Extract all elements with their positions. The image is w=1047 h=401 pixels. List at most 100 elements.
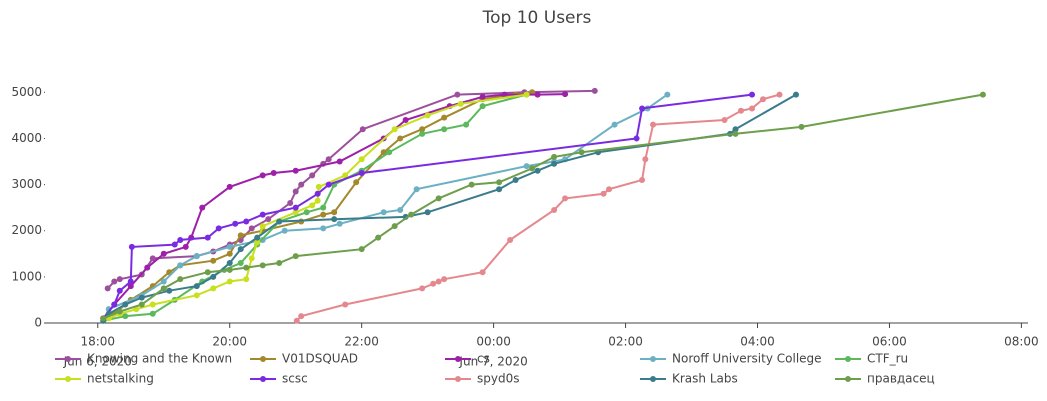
data-point	[226, 250, 233, 257]
legend-label: V01DSQUAD	[282, 352, 358, 366]
data-point	[342, 301, 349, 308]
data-point	[204, 234, 211, 241]
data-point	[397, 135, 404, 142]
legend-marker	[845, 356, 851, 362]
data-point	[226, 260, 233, 267]
legend-marker	[455, 376, 461, 382]
data-point	[402, 116, 409, 123]
data-point	[732, 126, 739, 133]
legend-item[interactable]: V01DSQUAD	[250, 352, 358, 366]
data-point	[237, 246, 244, 253]
data-point	[243, 218, 250, 225]
data-point	[419, 126, 426, 133]
data-point	[160, 278, 167, 285]
data-point	[204, 269, 211, 276]
legend-item[interactable]: cs	[445, 352, 490, 366]
data-point	[336, 158, 343, 165]
data-point	[293, 317, 300, 324]
data-point	[149, 310, 156, 317]
data-point	[419, 130, 426, 137]
legend-item[interactable]: spyd0s	[445, 372, 519, 386]
data-point	[237, 260, 244, 267]
data-point	[226, 183, 233, 190]
legend-item[interactable]: scsc	[250, 372, 308, 386]
data-point	[111, 301, 118, 308]
data-point	[331, 209, 338, 216]
data-point	[265, 216, 272, 223]
legend-item[interactable]: netstalking	[55, 372, 154, 386]
x-tick-label: 20:00	[212, 335, 247, 349]
data-point	[292, 204, 299, 211]
data-point	[276, 218, 283, 225]
data-point	[182, 243, 189, 250]
data-point	[276, 260, 283, 267]
series	[105, 91, 671, 313]
data-point	[177, 276, 184, 283]
data-point	[248, 255, 255, 262]
series-line	[102, 93, 984, 320]
legend-item[interactable]: правдасец	[835, 372, 935, 386]
data-point	[325, 181, 332, 188]
data-point	[413, 186, 420, 193]
data-point	[149, 255, 156, 262]
legend-marker	[650, 356, 656, 362]
data-point	[496, 179, 503, 186]
data-point	[776, 91, 783, 98]
data-point	[551, 206, 558, 213]
data-point	[259, 172, 266, 179]
legend-label: scsc	[282, 372, 308, 386]
data-point	[419, 285, 426, 292]
data-point	[562, 91, 569, 98]
data-point	[298, 181, 305, 188]
legend-item[interactable]: CTF_ru	[835, 352, 908, 366]
data-point	[292, 188, 299, 195]
data-point	[424, 112, 431, 119]
data-point	[331, 216, 338, 223]
legend-marker	[845, 376, 851, 382]
legend-label: CTF_ru	[867, 352, 908, 366]
data-point	[386, 149, 393, 156]
legend-marker	[260, 356, 266, 362]
data-point	[501, 91, 508, 98]
y-tick-label: 3000	[11, 177, 42, 191]
x-tick-label: 04:00	[740, 335, 775, 349]
data-point	[732, 130, 739, 137]
data-point	[138, 294, 145, 301]
data-point	[259, 223, 266, 230]
data-point	[160, 250, 167, 257]
data-point	[792, 91, 799, 98]
chart-title: Top 10 Users	[482, 8, 592, 28]
data-point	[259, 262, 266, 269]
data-point	[314, 190, 321, 197]
data-point	[600, 190, 607, 197]
data-point	[760, 96, 767, 103]
x-tick-label: 06:00	[872, 335, 907, 349]
data-point	[171, 241, 178, 248]
data-point	[320, 225, 327, 232]
data-point	[650, 121, 657, 128]
data-point	[248, 225, 255, 232]
data-point	[523, 163, 530, 170]
legend-item[interactable]: Knowing and the Known	[55, 352, 232, 366]
data-point	[397, 206, 404, 213]
data-point	[325, 156, 332, 163]
legend-label: Knowing and the Known	[87, 352, 232, 366]
series	[100, 91, 986, 322]
data-point	[166, 287, 173, 294]
data-point	[210, 257, 217, 264]
data-point	[287, 200, 294, 207]
data-point	[292, 209, 299, 216]
data-point	[798, 123, 805, 130]
data-point	[243, 276, 250, 283]
data-point	[122, 301, 129, 308]
x-tick-label: 08:00	[1004, 335, 1039, 349]
data-point	[111, 278, 118, 285]
y-tick-label: 0	[34, 316, 42, 330]
data-point	[391, 126, 398, 133]
legend-item[interactable]: Krash Labs	[640, 372, 738, 386]
data-point	[138, 301, 145, 308]
legend-marker	[455, 356, 461, 362]
legend-item[interactable]: Noroff University College	[640, 352, 822, 366]
legend-label: cs	[477, 352, 490, 366]
data-point	[116, 276, 123, 283]
